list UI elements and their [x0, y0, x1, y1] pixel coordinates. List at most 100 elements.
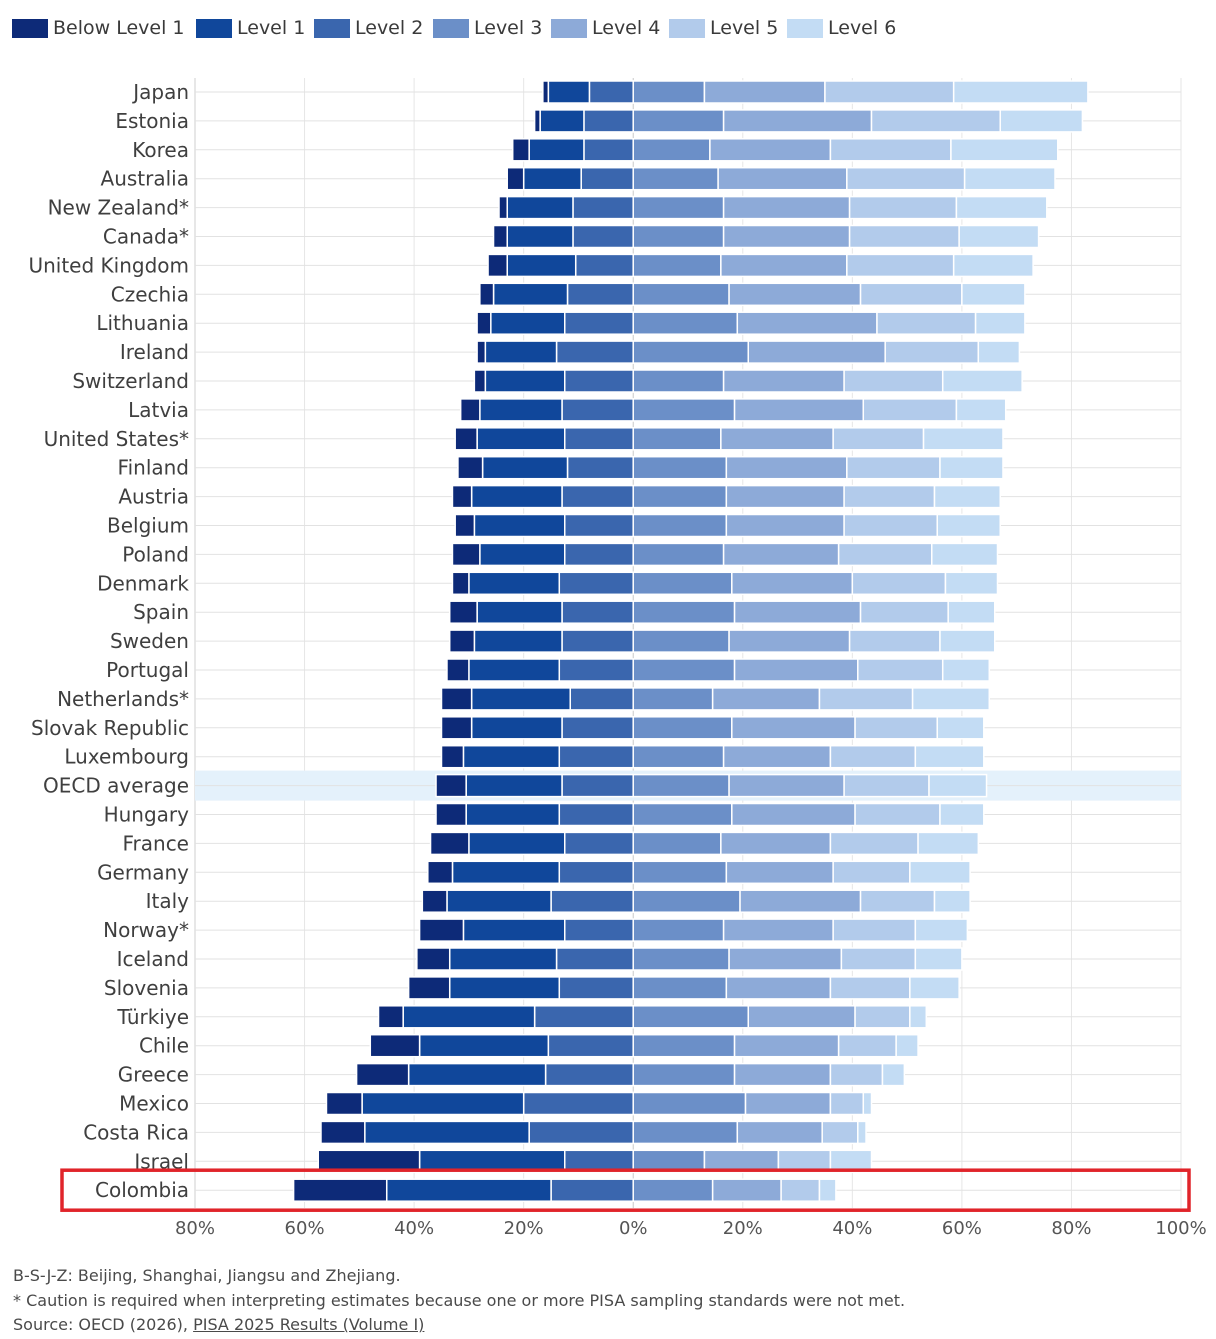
bar-slovak-republic-level-3 — [632, 716, 733, 740]
legend-label: Level 4 — [592, 17, 661, 39]
bar-oecd-average-level-3 — [632, 773, 730, 798]
bar-france-level-3 — [632, 831, 722, 856]
legend-swatch — [787, 19, 823, 38]
bar-germany-level-3 — [632, 860, 728, 885]
category-label-spain: Spain — [133, 600, 189, 624]
bar-new-zealand-level-5 — [848, 195, 958, 220]
bar-italy-level-1 — [446, 889, 552, 913]
bar-mexico-level-5 — [829, 1091, 865, 1116]
bar-united-states-level-4 — [720, 427, 834, 451]
bar-chile-level-1 — [418, 1033, 550, 1058]
bar-united-states-below-level-1 — [454, 427, 478, 451]
category-label-hungary: Hungary — [104, 803, 190, 827]
x-tick-label: 80% — [175, 1218, 215, 1239]
bar-germany-level-2 — [558, 860, 634, 885]
colombia-highlight-box — [60, 1168, 1191, 1212]
bar-canada-level-3 — [632, 224, 725, 249]
bar-norway-level-2 — [564, 918, 634, 942]
bar-czechia-level-4 — [728, 282, 862, 307]
bar-finland-level-3 — [632, 455, 728, 480]
category-label-sweden: Sweden — [110, 629, 189, 653]
category-label-estonia: Estonia — [115, 109, 189, 133]
bar-belgium-level-6 — [936, 513, 1001, 538]
bar-poland-level-5 — [837, 542, 933, 567]
bar-costa-rica-level-3 — [632, 1120, 739, 1145]
source-link[interactable]: PISA 2025 Results (Volume I) — [193, 1315, 425, 1334]
bar-hungary-below-level-1 — [435, 802, 467, 827]
legend-label: Level 2 — [355, 17, 424, 39]
bar-austria-below-level-1 — [451, 484, 473, 509]
bar-oecd-average-level-2 — [561, 773, 634, 798]
bar-slovak-republic-level-1 — [470, 716, 563, 740]
bar-spain-level-5 — [859, 600, 949, 624]
category-label-iceland: Iceland — [117, 947, 189, 971]
category-label-australia: Australia — [101, 167, 189, 191]
bar-colombia-level-1 — [385, 1178, 552, 1202]
x-tick-label: 80% — [1051, 1218, 1091, 1239]
bar-greece-level-2 — [544, 1062, 634, 1087]
bar-portugal-level-3 — [632, 658, 736, 682]
bar-new-zealand-level-3 — [632, 195, 725, 220]
bar-ireland-level-4 — [747, 340, 886, 364]
bar-colombia-level-4 — [711, 1178, 782, 1202]
bar-luxembourg-level-2 — [558, 744, 634, 769]
bar-switzerland-below-level-1 — [473, 369, 487, 393]
bar-italy-level-5 — [859, 889, 936, 913]
bar-finland-level-2 — [566, 455, 634, 480]
source-prefix: Source: OECD (2026), — [13, 1315, 194, 1334]
bar-chile-level-4 — [733, 1033, 840, 1058]
bar-poland-level-1 — [479, 542, 566, 567]
bar-united-states-level-5 — [832, 427, 925, 451]
bar-slovenia-level-1 — [448, 976, 561, 1000]
category-label-costa-rica: Costa Rica — [83, 1120, 189, 1144]
x-tick-label: 0% — [619, 1218, 648, 1239]
category-label-italy: Italy — [146, 889, 190, 913]
category-label-denmark: Denmark — [97, 571, 189, 595]
category-label-japan: Japan — [131, 80, 189, 104]
bar-netherlands-level-6 — [911, 687, 991, 711]
bar-czechia-level-6 — [961, 282, 1026, 307]
bar-netherlands-level-4 — [711, 687, 821, 711]
bar-slovak-republic-level-5 — [854, 716, 938, 740]
x-tick-label: 60% — [285, 1218, 325, 1239]
x-tick-label: 60% — [942, 1218, 982, 1239]
bar-greece-level-6 — [881, 1062, 906, 1087]
bar-ireland-level-6 — [977, 340, 1021, 364]
bar-lithuania-level-6 — [974, 311, 1026, 335]
category-label-united-states: United States* — [44, 427, 189, 451]
bar-united-kingdom-level-3 — [632, 253, 722, 278]
bar-chile-below-level-1 — [369, 1033, 421, 1058]
bar-united-kingdom-below-level-1 — [487, 253, 508, 278]
bar-mexico-level-1 — [361, 1091, 525, 1116]
category-label-t-rkiye: Türkiye — [116, 1005, 189, 1029]
bar-latvia-below-level-1 — [459, 398, 481, 422]
bar-united-kingdom-level-4 — [720, 253, 848, 278]
bar-switzerland-level-3 — [632, 369, 725, 393]
bar-denmark-level-5 — [851, 571, 947, 596]
bar-belgium-below-level-1 — [454, 513, 476, 538]
bar-united-kingdom-level-5 — [846, 253, 955, 278]
bar-colombia-level-3 — [632, 1178, 714, 1202]
bar-portugal-level-5 — [857, 658, 944, 682]
bar-germany-level-6 — [909, 860, 971, 885]
bar-chile-level-2 — [547, 1033, 634, 1058]
bar-austria-level-4 — [725, 484, 845, 509]
bar-iceland-level-2 — [555, 947, 634, 971]
bar-greece-below-level-1 — [355, 1062, 410, 1087]
category-label-netherlands: Netherlands* — [57, 687, 189, 711]
bar-korea-level-2 — [583, 138, 634, 162]
bar-korea-level-1 — [528, 138, 585, 162]
footnote-bszj: B-S-J-Z: Beijing, Shanghai, Jiangsu and … — [13, 1266, 401, 1285]
bar-belgium-level-3 — [632, 513, 728, 538]
bar-latvia-level-6 — [955, 398, 1007, 422]
category-label-oecd-average: OECD average — [43, 774, 189, 798]
legend-label: Level 1 — [237, 17, 306, 39]
bar-lithuania-level-1 — [490, 311, 566, 335]
bar-canada-level-1 — [506, 224, 574, 249]
bar-denmark-level-2 — [558, 571, 634, 596]
bar-new-zealand-level-4 — [722, 195, 851, 220]
bar-slovenia-level-4 — [725, 976, 832, 1000]
bar-mexico-level-6 — [862, 1091, 873, 1116]
bar-new-zealand-level-1 — [506, 195, 574, 220]
legend-swatch — [433, 19, 469, 38]
